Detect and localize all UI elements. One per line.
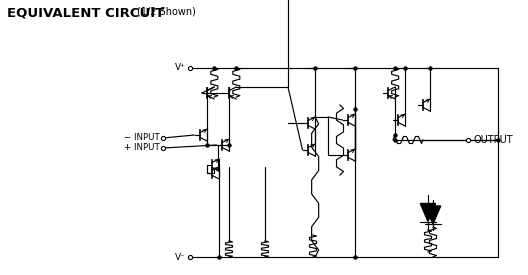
Text: OUTPUT: OUTPUT [473, 135, 513, 145]
Text: + INPUT: + INPUT [124, 144, 160, 153]
Text: (1/2 Shown): (1/2 Shown) [137, 7, 196, 17]
Text: V⁺: V⁺ [175, 64, 186, 73]
Text: EQUIVALENT CIRCUIT: EQUIVALENT CIRCUIT [7, 7, 164, 20]
Polygon shape [420, 204, 436, 221]
Text: V⁻: V⁻ [175, 252, 186, 262]
Text: − INPUT: − INPUT [124, 133, 160, 142]
Polygon shape [426, 206, 441, 224]
